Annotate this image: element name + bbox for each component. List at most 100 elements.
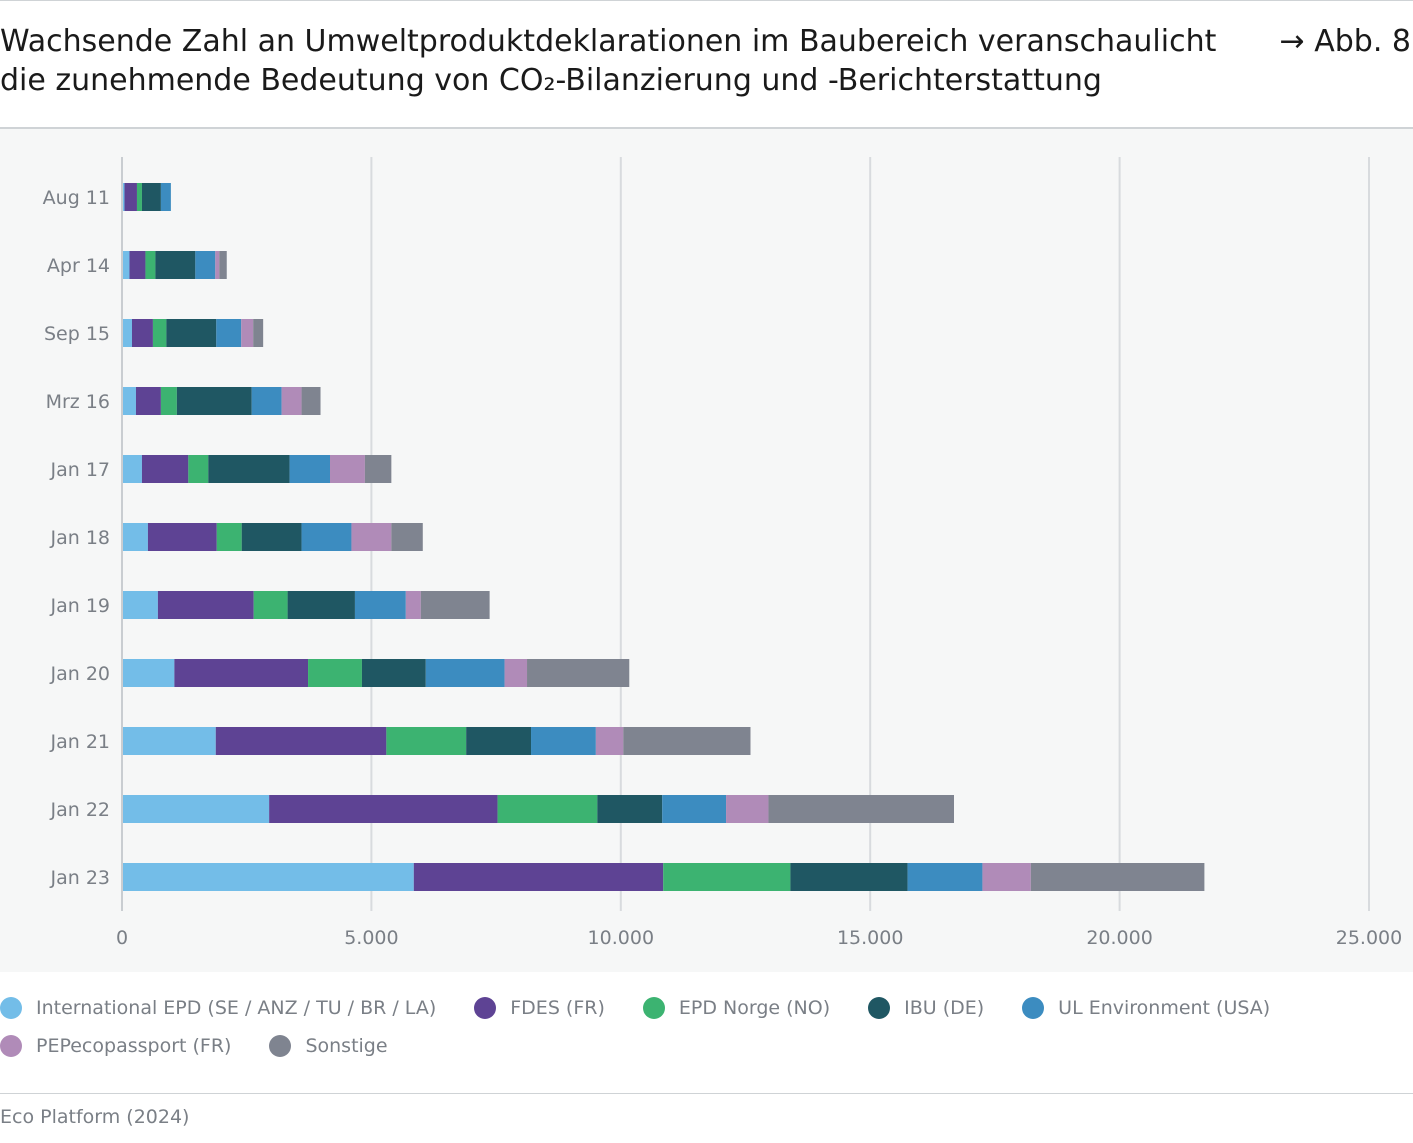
chart-legend: International EPD (SE / ANZ / TU / BR / …	[0, 996, 1413, 1058]
bar-segment	[623, 727, 751, 755]
legend-label: FDES (FR)	[510, 997, 605, 1019]
bar-segment	[122, 863, 414, 891]
bar-segment	[597, 795, 663, 823]
bar-segment	[663, 863, 791, 891]
bar-segment	[216, 319, 242, 347]
bar-segment	[308, 659, 362, 687]
bar-segment	[386, 727, 467, 755]
bar-segment	[329, 455, 365, 483]
bar-segment	[215, 727, 387, 755]
figure-reference: → Abb. 8	[1279, 24, 1411, 59]
y-tick-label: Apr 14	[47, 255, 110, 277]
bar-segment	[595, 727, 624, 755]
legend-item: FDES (FR)	[474, 996, 605, 1020]
bar-segment	[122, 251, 130, 279]
bar-segment	[504, 659, 528, 687]
bar-segment	[253, 591, 288, 619]
bar-segment	[145, 251, 156, 279]
y-tick-label: Jan 17	[49, 459, 110, 481]
header-rule	[0, 127, 1413, 129]
bar-segment	[122, 795, 270, 823]
bar-segment	[251, 387, 282, 415]
top-rule	[0, 0, 1413, 1]
bar-segment	[982, 863, 1031, 891]
bar-segment	[361, 659, 426, 687]
bar-segment	[131, 319, 153, 347]
legend-label: UL Environment (USA)	[1058, 997, 1271, 1019]
bar-segment	[354, 591, 406, 619]
title-line-1: Wachsende Zahl an Umweltproduktdeklarati…	[0, 24, 1217, 59]
legend-swatch	[1022, 997, 1045, 1019]
bar-segment	[219, 251, 227, 279]
bar-segment	[527, 659, 630, 687]
page-title: Wachsende Zahl an Umweltproduktdeklarati…	[0, 22, 1260, 100]
y-tick-label: Jan 20	[49, 663, 110, 685]
bar-segment	[497, 795, 598, 823]
bar-segment	[122, 591, 158, 619]
bar-segment	[160, 387, 177, 415]
bar-segment	[790, 863, 908, 891]
bar-segment	[662, 795, 727, 823]
stacked-bar-chart: 0 5.000 10.000 15.000 20.000 25.000 Aug 11 Apr …	[43, 157, 1402, 949]
y-tick-label: Jan 23	[49, 867, 110, 889]
x-tick-label: 25.000	[1336, 927, 1402, 949]
bar-segment	[1030, 863, 1205, 891]
bar-segment	[531, 727, 596, 755]
bar-segment	[135, 387, 161, 415]
x-tick-label: 0	[116, 927, 128, 949]
bar-segment	[160, 183, 171, 211]
legend-item: EPD Norge (NO)	[642, 996, 831, 1020]
bar-segment	[152, 319, 167, 347]
x-tick-label: 10.000	[588, 927, 654, 949]
bar-segment	[466, 727, 532, 755]
bar-segment	[141, 183, 161, 211]
legend-label: EPD Norge (NO)	[678, 997, 831, 1019]
bar-segment	[122, 523, 148, 551]
title-line-2: die zunehmende Bedeutung von CO₂-Bilanzi…	[0, 63, 1102, 98]
bar-segment	[141, 455, 189, 483]
bar-segment	[195, 251, 216, 279]
y-tick-label: Jan 22	[49, 799, 110, 821]
legend-item: UL Environment (USA)	[1022, 996, 1270, 1020]
bar-segment	[241, 523, 302, 551]
bar-segment	[405, 591, 421, 619]
bar-segment	[413, 863, 664, 891]
legend-swatch	[868, 997, 891, 1019]
bar-segment	[122, 727, 216, 755]
bar-segment	[215, 251, 220, 279]
bar-segment	[281, 387, 302, 415]
legend-swatch	[474, 997, 497, 1019]
bar-segment	[176, 387, 252, 415]
bar-segment	[425, 659, 505, 687]
bar-segment	[391, 523, 423, 551]
legend-swatch	[642, 997, 665, 1019]
bar-segment	[301, 523, 352, 551]
x-tick-label: 5.000	[344, 927, 398, 949]
bar-segment	[136, 183, 142, 211]
bar-segment	[147, 523, 217, 551]
y-tick-label: Aug 11	[43, 187, 110, 209]
y-tick-label: Mrz 16	[46, 391, 110, 413]
bar-segment	[122, 387, 136, 415]
bar-segment	[174, 659, 309, 687]
bar-segment	[216, 523, 242, 551]
bar-segment	[188, 455, 209, 483]
bar-segment	[253, 319, 264, 347]
bar-segment	[768, 795, 954, 823]
source-note: Eco Platform (2024)	[0, 1106, 190, 1128]
y-tick-label: Sep 15	[44, 323, 110, 345]
bar-segment	[726, 795, 769, 823]
bar-segment	[420, 591, 490, 619]
bar-segment	[907, 863, 983, 891]
legend-item: IBU (DE)	[868, 996, 984, 1020]
bar-segment	[208, 455, 290, 483]
legend-swatch	[0, 997, 22, 1019]
legend-swatch	[0, 1035, 22, 1057]
legend-swatch	[269, 1035, 292, 1057]
legend-label: PEPecopassport (FR)	[36, 1035, 232, 1057]
legend-label: Sonstige	[305, 1035, 388, 1057]
x-tick-label: 15.000	[837, 927, 903, 949]
bar-segment	[289, 455, 330, 483]
legend-item: PEPecopassport (FR)	[0, 1034, 231, 1058]
legend-item: International EPD (SE / ANZ / TU / BR / …	[0, 996, 436, 1020]
